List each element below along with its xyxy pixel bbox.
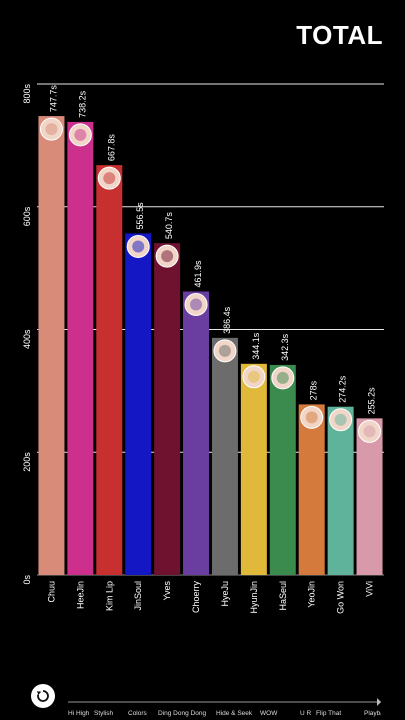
value-label: 738.2s	[77, 90, 87, 118]
bar	[298, 404, 325, 575]
bar	[183, 291, 210, 575]
avatar-face	[45, 123, 58, 136]
category-label: HyeJu	[220, 581, 230, 607]
timeline-label: Colors	[128, 710, 148, 717]
value-label: 342.3s	[280, 333, 290, 361]
avatar-face	[218, 344, 231, 357]
avatar-face	[161, 250, 174, 263]
bar	[96, 165, 123, 575]
timeline-label: Ding Dong Dong	[158, 710, 206, 717]
category-label: Choerry	[191, 581, 201, 614]
value-label: 278s	[309, 380, 319, 400]
avatar-face	[247, 370, 260, 383]
category-label: Go Won	[336, 581, 346, 614]
timeline-slider[interactable]: Hi High Stylish Colors Ding Dong Dong Hide &…	[68, 698, 381, 720]
avatar-face	[334, 413, 347, 426]
value-label: 747.7s	[48, 85, 58, 113]
avatar-face	[305, 411, 318, 424]
replay-icon	[37, 690, 49, 702]
bar	[356, 418, 383, 575]
avatar-face	[132, 240, 145, 253]
value-label: 667.8s	[106, 134, 116, 162]
bar	[154, 243, 181, 575]
timeline-label: WOW	[260, 710, 278, 717]
value-label: 344.1s	[251, 332, 261, 360]
bar	[269, 364, 296, 575]
category-label: ViVi	[365, 581, 375, 597]
bar	[327, 406, 354, 575]
labels: 0s 200s 400s 600s 800s 747.7s Chuu 738.2s HeeJin…	[22, 84, 377, 614]
timeline-label: Hide & Seek	[216, 710, 253, 717]
avatar-face	[190, 298, 203, 311]
bar	[240, 363, 267, 575]
bar	[67, 121, 94, 575]
value-label: 274.2s	[338, 375, 348, 403]
replay-button[interactable]	[31, 684, 55, 708]
chart-title: TOTAL	[296, 20, 383, 50]
value-label: 255.2s	[367, 387, 377, 415]
timeline-label: Flip That	[316, 710, 341, 717]
category-label: Kim Lip	[104, 581, 114, 611]
value-label: 386.4s	[222, 306, 232, 334]
category-label: Yves	[162, 581, 172, 601]
y-tick-label: 600s	[22, 206, 32, 226]
bar	[125, 233, 152, 575]
value-label: 461.9s	[193, 260, 203, 288]
timeline-label: Playback	[364, 710, 381, 717]
category-label: Chuu	[46, 581, 56, 603]
avatar-face	[74, 128, 87, 141]
bar	[38, 116, 65, 575]
y-tick-label: 200s	[22, 452, 32, 472]
category-label: HaSeul	[278, 581, 288, 611]
avatar-face	[363, 425, 376, 438]
bar	[211, 337, 238, 575]
category-label: HyunJin	[249, 581, 259, 614]
y-tick-label: 0s	[22, 575, 32, 585]
value-label: 556.5s	[135, 202, 145, 230]
bars	[38, 116, 383, 575]
category-label: JinSoul	[133, 581, 143, 611]
timeline-label: Stylish	[94, 710, 114, 717]
timeline-label: U R	[300, 710, 312, 717]
y-tick-label: 800s	[22, 84, 32, 104]
timeline-label: Hi High	[68, 710, 90, 717]
category-label: HeeJin	[75, 581, 85, 609]
avatar-face	[103, 172, 116, 185]
timeline-end-marker	[377, 698, 381, 706]
grid-lines	[37, 83, 384, 576]
avatar-face	[276, 371, 289, 384]
value-label: 540.7s	[164, 212, 174, 240]
category-label: YeoJin	[307, 581, 317, 608]
y-tick-label: 400s	[22, 329, 32, 349]
